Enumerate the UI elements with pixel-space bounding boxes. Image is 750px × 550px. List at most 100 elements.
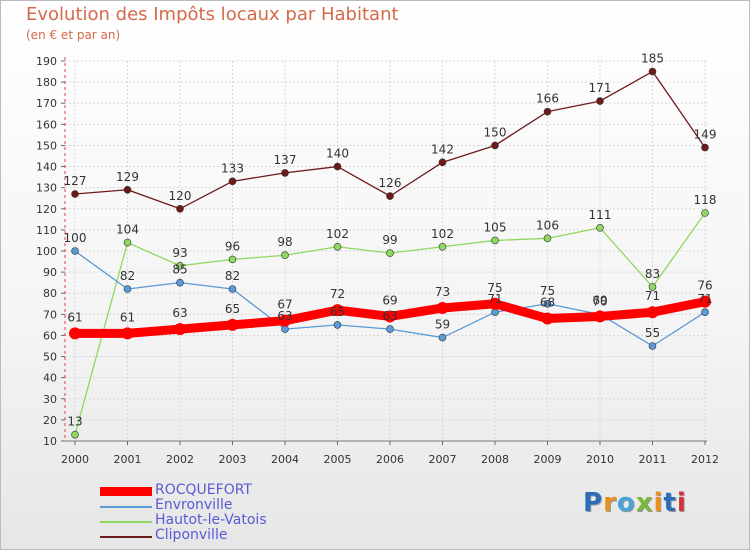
x-tick-label: 2000 xyxy=(61,453,89,466)
y-tick-label: 40 xyxy=(43,372,57,385)
y-tick-label: 110 xyxy=(36,224,57,237)
logo-letter: t xyxy=(663,488,677,518)
y-tick-label: 10 xyxy=(43,435,57,448)
point-cliponville xyxy=(648,67,657,76)
data-label-cliponville: 142 xyxy=(431,142,454,156)
chart-subtitle: (en € et par an) xyxy=(26,28,121,42)
x-tick-label: 2003 xyxy=(219,453,247,466)
data-label-rocquefort: 76 xyxy=(697,279,712,293)
point-cliponville xyxy=(438,158,447,167)
data-label-envronville: 75 xyxy=(540,284,555,298)
logo-letter: P xyxy=(583,488,604,518)
point-envronville xyxy=(123,285,132,293)
legend-label: Cliponville xyxy=(155,527,228,543)
y-tick-label: 120 xyxy=(36,203,57,216)
data-label-rocquefort: 67 xyxy=(277,298,292,312)
data-label-cliponville: 140 xyxy=(326,147,349,161)
x-tick-label: 2011 xyxy=(639,453,667,466)
y-tick-label: 100 xyxy=(36,245,57,258)
y-tick-label: 80 xyxy=(43,287,57,300)
data-label-rocquefort: 61 xyxy=(120,310,135,324)
point-rocquefort xyxy=(646,306,659,319)
data-label-envronville: 100 xyxy=(64,231,87,245)
data-label-envronville: 82 xyxy=(120,269,135,283)
data-label-rocquefort: 68 xyxy=(540,296,555,310)
point-cliponville xyxy=(596,97,604,105)
point-envronville xyxy=(228,285,237,293)
data-label-hautot-le-vatois: 96 xyxy=(225,239,240,253)
point-rocquefort xyxy=(279,314,291,327)
y-tick-label: 170 xyxy=(36,97,57,110)
y-tick-label: 190 xyxy=(36,55,57,68)
logo-letter: o xyxy=(616,488,636,518)
data-label-cliponville: 127 xyxy=(64,174,87,188)
x-tick-label: 2007 xyxy=(429,453,457,466)
point-envronville xyxy=(386,325,394,333)
data-label-cliponville: 149 xyxy=(694,128,717,142)
point-cliponville xyxy=(228,177,237,186)
point-envronville xyxy=(543,299,552,308)
point-hautot-le-vatois xyxy=(438,242,447,251)
point-rocquefort xyxy=(121,327,134,340)
y-tick-label: 90 xyxy=(43,266,57,279)
data-label-envronville: 63 xyxy=(277,309,292,323)
point-hautot-le-vatois xyxy=(228,255,237,264)
legend-swatch xyxy=(100,487,152,496)
data-label-envronville: 65 xyxy=(330,305,345,319)
x-tick-label: 2010 xyxy=(586,453,614,466)
data-label-hautot-le-vatois: 99 xyxy=(382,233,397,247)
point-cliponville xyxy=(701,143,709,152)
data-label-cliponville: 133 xyxy=(221,161,244,175)
point-rocquefort xyxy=(489,297,501,310)
data-label-rocquefort: 69 xyxy=(382,293,397,307)
point-hautot-le-vatois xyxy=(386,249,394,257)
point-hautot-le-vatois xyxy=(596,223,604,232)
point-rocquefort xyxy=(436,302,449,314)
x-tick-label: 2002 xyxy=(166,453,194,466)
x-tick-label: 2004 xyxy=(271,453,299,466)
data-label-hautot-le-vatois: 83 xyxy=(645,267,660,281)
y-tick-label: 180 xyxy=(36,76,57,89)
point-envronville xyxy=(71,247,79,255)
axes: 10 20 30 40 50 60 70 80 90 100 110 120 130 140 150 160 1… xyxy=(36,55,719,466)
point-cliponville xyxy=(386,192,394,200)
data-label-envronville: 55 xyxy=(645,326,660,340)
data-label-hautot-le-vatois: 102 xyxy=(326,227,349,241)
data-label-envronville: 71 xyxy=(487,292,502,306)
data-label-hautot-le-vatois: 111 xyxy=(589,208,612,222)
point-cliponville xyxy=(176,204,184,213)
point-envronville xyxy=(176,278,184,287)
point-cliponville xyxy=(71,190,79,198)
point-hautot-le-vatois xyxy=(123,238,132,247)
y-tick-label: 70 xyxy=(43,308,57,321)
point-cliponville xyxy=(281,169,289,177)
legend-swatch xyxy=(100,536,152,538)
y-tick-label: 130 xyxy=(36,182,57,195)
x-tick-label: 2012 xyxy=(691,453,719,466)
data-label-hautot-le-vatois: 118 xyxy=(694,193,717,207)
data-label-cliponville: 150 xyxy=(484,125,507,139)
data-label-envronville: 85 xyxy=(172,263,187,277)
data-label-hautot-le-vatois: 102 xyxy=(431,227,454,241)
x-tick-label: 2008 xyxy=(481,453,509,466)
x-tick-label: 2001 xyxy=(114,453,142,466)
legend-swatch xyxy=(100,521,152,523)
data-label-rocquefort: 72 xyxy=(330,287,345,301)
y-tick-label: 150 xyxy=(36,139,57,152)
data-label-rocquefort: 73 xyxy=(435,285,450,299)
data-label-hautot-le-vatois: 98 xyxy=(277,235,292,249)
data-label-rocquefort: 63 xyxy=(172,306,187,320)
point-hautot-le-vatois xyxy=(543,234,552,243)
data-label-envronville: 71 xyxy=(697,292,712,306)
logo-letter: x xyxy=(635,488,654,518)
data-label-rocquefort: 65 xyxy=(225,302,240,316)
x-tick-label: 2006 xyxy=(376,453,404,466)
point-cliponville xyxy=(333,162,342,171)
data-label-cliponville: 129 xyxy=(116,170,139,184)
y-tick-label: 60 xyxy=(43,329,57,342)
point-rocquefort xyxy=(384,310,396,323)
y-tick-label: 20 xyxy=(43,414,57,427)
data-label-rocquefort: 61 xyxy=(67,310,82,324)
